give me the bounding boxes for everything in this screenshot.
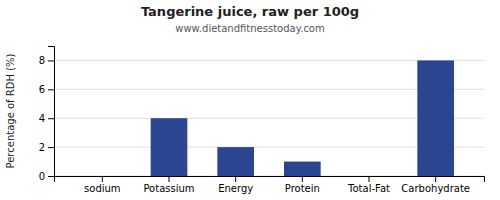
tick-mark	[435, 176, 436, 182]
tick-mark	[169, 176, 170, 182]
bars	[151, 60, 454, 176]
x-tick: Protein	[285, 176, 320, 194]
tick-mark	[48, 118, 54, 119]
chart: Tangerine juice, raw per 100g www.dietand…	[0, 0, 500, 200]
y-tick: 0	[39, 171, 54, 182]
axis-line	[48, 47, 55, 177]
tick-mark	[102, 176, 103, 182]
y-tick: 2	[39, 142, 54, 153]
title: Tangerine juice, raw per 100g	[141, 4, 359, 19]
plot: 0 2 4 6 8 sodium Potassium Energy Protein Total-F…	[39, 47, 485, 195]
tick-mark	[48, 147, 54, 148]
tick-mark	[302, 176, 303, 182]
tick-mark	[48, 60, 54, 61]
tick-label: Energy	[218, 183, 253, 194]
tick-label: sodium	[84, 183, 121, 194]
subtitle: www.dietandfitnesstoday.com	[175, 23, 324, 34]
y-axis: 0 2 4 6 8	[39, 47, 55, 182]
x-tick: sodium	[84, 176, 121, 194]
bar	[151, 118, 188, 176]
tick-label: 0	[39, 171, 45, 182]
bar	[284, 162, 321, 176]
y-axis-title: Percentage of RDH (%)	[5, 53, 16, 168]
x-tick: Energy	[218, 176, 253, 194]
bar	[217, 147, 254, 176]
tick-mark	[369, 176, 370, 182]
tick-label: Potassium	[143, 183, 194, 194]
tick-label: Total-Fat	[347, 183, 390, 194]
axis-line	[55, 177, 485, 183]
tick-mark	[235, 176, 236, 182]
tick-label: 6	[39, 84, 45, 95]
grid	[54, 60, 484, 176]
bar	[417, 60, 454, 176]
tick-label: 2	[39, 142, 45, 153]
tick-label: 8	[39, 55, 45, 66]
tick-label: Carbohydrate	[401, 183, 470, 194]
x-tick: Total-Fat	[347, 176, 390, 194]
tick-mark	[48, 89, 54, 90]
x-axis: sodium Potassium Energy Protein Total-Fat Car…	[55, 176, 485, 194]
y-tick: 6	[39, 84, 54, 95]
y-tick: 8	[39, 55, 54, 66]
tick-label: 4	[39, 113, 45, 124]
chart-container: Tangerine juice, raw per 100g www.dietand…	[0, 0, 500, 200]
tick-label: Protein	[285, 183, 320, 194]
x-tick: Carbohydrate	[401, 176, 470, 194]
tick-mark	[48, 176, 54, 177]
x-tick: Potassium	[143, 176, 194, 194]
bar	[351, 176, 388, 177]
y-tick: 4	[39, 113, 54, 124]
bar	[84, 176, 121, 177]
